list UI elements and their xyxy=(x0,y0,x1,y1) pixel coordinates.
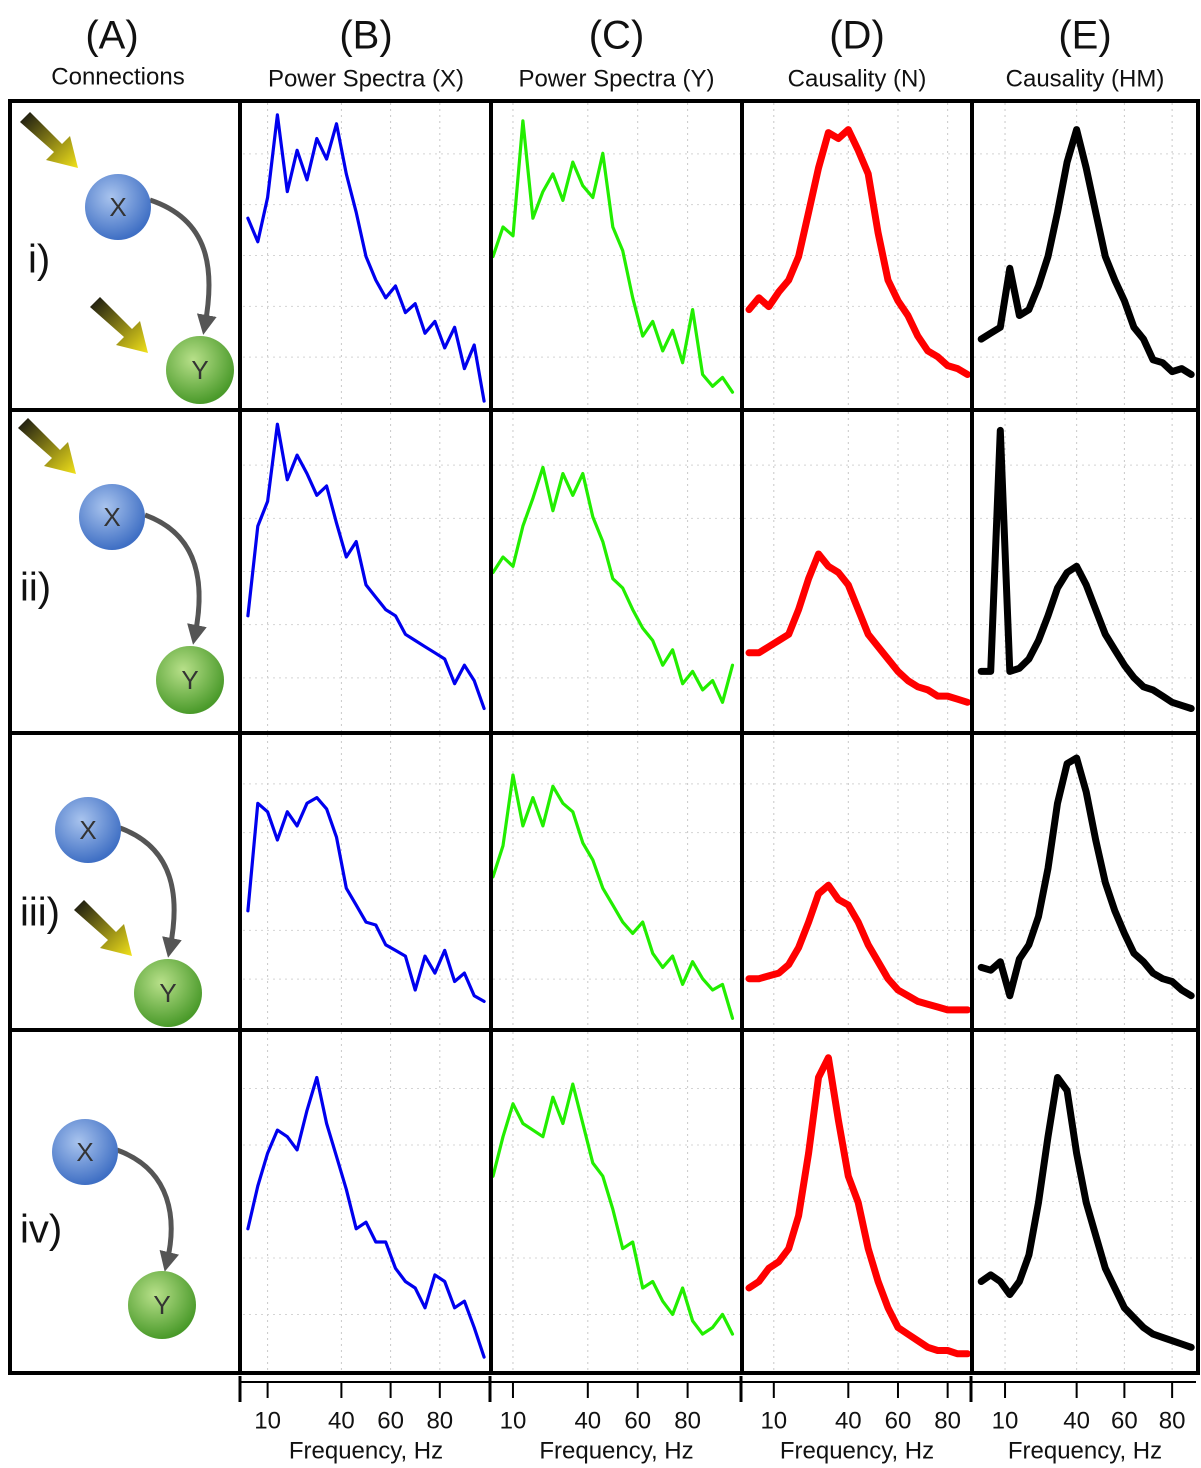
panel-letter: (E) xyxy=(1058,14,1111,58)
x-tick-label: 40 xyxy=(328,1407,355,1434)
spectrum-line xyxy=(491,465,735,704)
panel-letter: (D) xyxy=(829,14,885,58)
x-tick-label: 80 xyxy=(426,1407,453,1434)
panel-title: Causality (N) xyxy=(788,65,927,92)
x-tick-label: 10 xyxy=(500,1407,527,1434)
spectrum-line xyxy=(977,754,1195,1000)
spectrum-line xyxy=(491,1082,735,1336)
spectrum-line xyxy=(246,113,486,403)
row-label: iv) xyxy=(20,1208,62,1252)
node-label: X xyxy=(109,192,126,222)
spectrum-line xyxy=(491,773,735,1020)
spectrum-line xyxy=(745,881,971,1014)
x-tick-label: 10 xyxy=(254,1407,281,1434)
row-label: i) xyxy=(28,238,50,282)
spectrum-line xyxy=(491,119,735,394)
x-tick-label: 60 xyxy=(1111,1407,1138,1434)
x-tick-label: 60 xyxy=(377,1407,404,1434)
node xyxy=(134,959,202,1027)
x-tick-label: 40 xyxy=(835,1407,862,1434)
spectrum-line xyxy=(977,126,1195,378)
input-arrow xyxy=(90,297,148,353)
x-tick-label: 40 xyxy=(1063,1407,1090,1434)
node-label: Y xyxy=(159,978,176,1008)
row-label: iii) xyxy=(20,891,60,935)
connection-arrow xyxy=(116,1147,180,1272)
panel-title: Causality (HM) xyxy=(1006,65,1165,92)
node xyxy=(85,174,151,240)
node-label: X xyxy=(103,502,120,532)
spectrum-line xyxy=(745,1054,971,1358)
x-axis-label: Frequency, Hz xyxy=(1008,1437,1162,1464)
x-tick-label: 60 xyxy=(885,1407,912,1434)
x-tick-label: 80 xyxy=(1159,1407,1186,1434)
plot-lines xyxy=(246,113,1195,1359)
x-tick-label: 80 xyxy=(674,1407,701,1434)
connection-diagram: X Y i) xyxy=(20,112,234,404)
x-axis-label: Frequency, Hz xyxy=(780,1437,934,1464)
spectrum-line xyxy=(977,426,1195,712)
outer-frame xyxy=(8,99,1200,1375)
connection-diagram: X Y ii) xyxy=(18,418,224,714)
input-arrow xyxy=(18,418,76,474)
x-tick-label: 40 xyxy=(574,1407,601,1434)
x-axis-label: Frequency, Hz xyxy=(539,1437,693,1464)
connection-diagram: X Y iv) xyxy=(20,1119,196,1339)
connection-diagram: X Y iii) xyxy=(20,797,202,1027)
input-arrow xyxy=(74,900,132,956)
connection-arrow xyxy=(119,825,182,958)
connection-arrow xyxy=(144,512,207,645)
node xyxy=(55,797,121,863)
spectrum-line xyxy=(246,796,486,1003)
input-arrow xyxy=(20,112,78,168)
node xyxy=(128,1271,196,1339)
x-tick-label: 10 xyxy=(992,1407,1019,1434)
x-tick-label: 10 xyxy=(760,1407,787,1434)
node-label: X xyxy=(76,1137,93,1167)
panel-letter: (A) xyxy=(85,14,138,58)
spectrum-line xyxy=(745,126,971,378)
x-tick-label: 80 xyxy=(934,1407,961,1434)
spectrum-line xyxy=(977,1074,1195,1351)
node-label: X xyxy=(79,815,96,845)
x-axis-label: Frequency, Hz xyxy=(289,1437,443,1464)
panel-title: Connections xyxy=(51,63,184,90)
panel-title: Power Spectra (X) xyxy=(268,65,464,92)
node-label: Y xyxy=(191,355,208,385)
column-headers: (B) Power Spectra (X) (C) Power Spectra (Y)… xyxy=(268,14,1164,93)
connection-arrow xyxy=(149,197,217,335)
node-label: Y xyxy=(181,665,198,695)
node xyxy=(52,1119,118,1185)
node xyxy=(156,646,224,714)
panel-letter: (C) xyxy=(589,14,645,58)
panel-frame xyxy=(8,99,1200,1375)
spectrum-line xyxy=(246,422,486,711)
node xyxy=(166,336,234,404)
x-tick-label: 60 xyxy=(624,1407,651,1434)
row-label: ii) xyxy=(20,566,51,610)
panel-title: Power Spectra (Y) xyxy=(518,65,714,92)
node-label: Y xyxy=(153,1290,170,1320)
spectrum-line xyxy=(745,550,971,706)
spectrum-line xyxy=(246,1075,486,1359)
panel-letter: (B) xyxy=(339,14,392,58)
node xyxy=(79,484,145,550)
